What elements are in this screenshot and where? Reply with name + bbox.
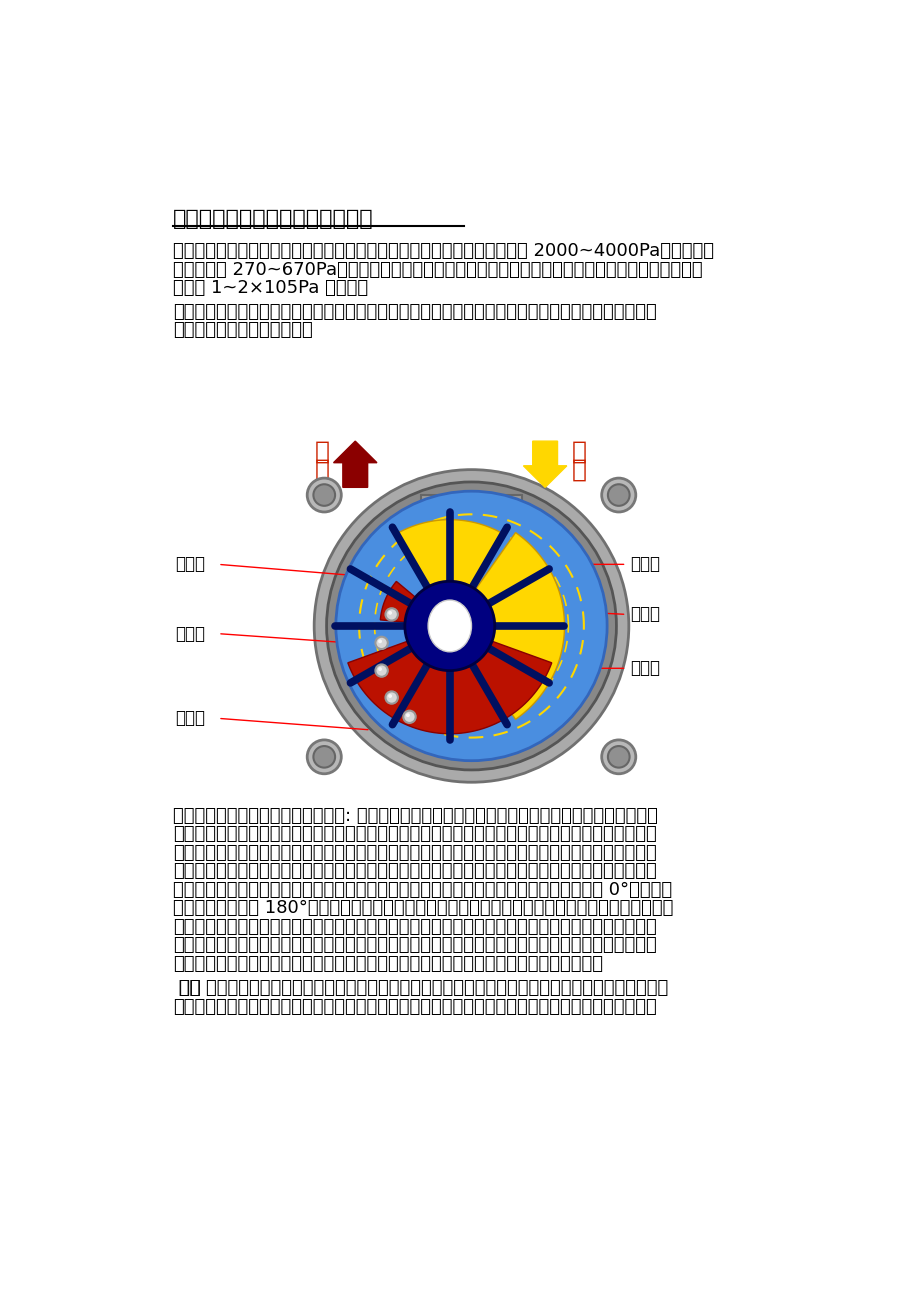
Text: 泵　体: 泵 体 bbox=[176, 710, 205, 728]
Circle shape bbox=[326, 482, 616, 769]
Ellipse shape bbox=[427, 600, 471, 652]
Polygon shape bbox=[380, 582, 424, 624]
Text: 水环真空泵（简称水环泵）是一种粗真空泵，它所能获得的极限真空为 2000~4000Pa，串联大气: 水环真空泵（简称水环泵）是一种粗真空泵，它所能获得的极限真空为 2000~400… bbox=[173, 242, 713, 260]
Text: 优点 结构简单，制造精度要求不高，容易加工。小的结构尺寸，可以获得大的排气量，占地面积也小。: 优点 结构简单，制造精度要求不高，容易加工。小的结构尺寸，可以获得大的排气量，占… bbox=[173, 979, 667, 997]
Circle shape bbox=[335, 491, 607, 760]
Circle shape bbox=[388, 694, 391, 698]
Text: 工作液。当叶轮按图中指示的方向顺时针旋转时，水被叶轮抛向四周，由于离心力的作用，水形成了一: 工作液。当叶轮按图中指示的方向顺时针旋转时，水被叶轮抛向四周，由于离心力的作用，… bbox=[173, 825, 656, 844]
Circle shape bbox=[307, 740, 341, 773]
Text: 一个月牙形空间，而这一空间又被叶轮分成叶片数目相等的若干个小腔。如果以叶轮的上部 0°为起点，: 一个月牙形空间，而这一空间又被叶轮分成叶片数目相等的若干个小腔。如果以叶轮的上部… bbox=[173, 881, 672, 898]
Text: 因此，水环泵应用日益增多。: 因此，水环泵应用日益增多。 bbox=[173, 322, 312, 339]
Circle shape bbox=[405, 713, 410, 717]
Text: 喷射器可达 270~670Pa。水环泵也可用作压缩机，称为水环式压缩机，是属于低压的压缩机，其压力: 喷射器可达 270~670Pa。水环泵也可用作压缩机，称为水环式压缩机，是属于低… bbox=[173, 260, 702, 279]
Text: 内表面刚好与叶片顶端接触（实际上叶片在水环内有一定的插入深度）。此时叶轮轮毂与水环之间形成: 内表面刚好与叶片顶端接触（实际上叶片在水环内有一定的插入深度）。此时叶轮轮毂与水… bbox=[173, 862, 656, 880]
Circle shape bbox=[313, 484, 335, 505]
Text: 气: 气 bbox=[314, 458, 330, 482]
Circle shape bbox=[607, 484, 629, 505]
Text: 排气口: 排气口 bbox=[176, 556, 205, 573]
Circle shape bbox=[607, 746, 629, 768]
Text: 范围为 1~2×105Pa 表压力。: 范围为 1~2×105Pa 表压力。 bbox=[173, 280, 368, 297]
Text: 水　环: 水 环 bbox=[630, 659, 660, 677]
Text: 吸气口: 吸气口 bbox=[630, 556, 660, 573]
Polygon shape bbox=[347, 641, 551, 734]
Circle shape bbox=[601, 478, 635, 512]
Bar bbox=[421, 495, 521, 512]
Circle shape bbox=[378, 639, 381, 643]
Circle shape bbox=[388, 611, 391, 615]
FancyArrow shape bbox=[334, 441, 377, 487]
Text: 泵外。水环泵是靠泵腔容积的变化来实现吸气、压缩和排气的，因此它属于变容式真空泵。: 泵外。水环泵是靠泵腔容积的变化来实现吸气、压缩和排气的，因此它属于变容式真空泵。 bbox=[173, 954, 603, 973]
Text: 气: 气 bbox=[572, 458, 586, 482]
Text: 优点: 优点 bbox=[173, 979, 200, 997]
Circle shape bbox=[313, 470, 629, 783]
Circle shape bbox=[307, 478, 341, 512]
Text: 个决定于泵腔形状的近似于等厚度的封闭圆环。水环的上部分内表面恰好与叶轮轮毂相切，水环的下部: 个决定于泵腔形状的近似于等厚度的封闭圆环。水环的上部分内表面恰好与叶轮轮毂相切，… bbox=[173, 844, 656, 862]
Circle shape bbox=[375, 664, 388, 677]
Text: 压缩气体基本上是等温的，即压缩气体过程温度变化很小。　由于泵腔内没有金属磨擦表面，无须对泵: 压缩气体基本上是等温的，即压缩气体过程温度变化很小。 由于泵腔内没有金属磨擦表面… bbox=[173, 997, 656, 1016]
Circle shape bbox=[378, 667, 381, 671]
Text: 排: 排 bbox=[314, 440, 330, 464]
Circle shape bbox=[601, 740, 635, 773]
Polygon shape bbox=[396, 519, 503, 587]
Text: 吸: 吸 bbox=[572, 440, 586, 464]
FancyArrow shape bbox=[523, 441, 566, 487]
Circle shape bbox=[385, 608, 397, 621]
Text: 那么叶轮在旋转前 180°时小腔的与端面上的吸气口相通，在转动时容积由小变大，压强不断降低，当: 那么叶轮在旋转前 180°时小腔的与端面上的吸气口相通，在转动时容积由小变大，压… bbox=[173, 900, 673, 918]
Text: 橡胶球: 橡胶球 bbox=[176, 625, 205, 643]
Text: 叶　轮: 叶 轮 bbox=[630, 605, 660, 624]
Circle shape bbox=[385, 691, 397, 703]
Circle shape bbox=[375, 637, 388, 648]
Circle shape bbox=[404, 581, 494, 671]
Text: 水环式真空泵工作原理如原理图: 叶轮偏心地安装在泵体内，起动时向泵内注入一定高度的水作为: 水环式真空泵工作原理如原理图: 叶轮偏心地安装在泵体内，起动时向泵内注入一定高度… bbox=[173, 807, 657, 825]
Circle shape bbox=[403, 711, 415, 723]
Text: 由于水环泵中气体压缩是等温的，故可抽除易燃、易爆的气体，此外还可抽除含尘、含水的气体，: 由于水环泵中气体压缩是等温的，故可抽除易燃、易爆的气体，此外还可抽除含尘、含水的… bbox=[173, 302, 656, 320]
Text: 时，腔与排气口相通，腔体由大变小，使气体不断被压缩，当气体的压强大于排气压强时，气体被排出: 时，腔与排气口相通，腔体由大变小，使气体不断被压缩，当气体的压强大于排气压强时，… bbox=[173, 936, 656, 954]
Text: 水环式真空泵工作原理，结构特点: 水环式真空泵工作原理，结构特点 bbox=[173, 208, 373, 229]
Text: 低于被抽容器的压强时，被抽气体不断被抽进来，当吸气终了时腔体则与吸气口隔绝；当叶轮继续旋转: 低于被抽容器的压强时，被抽气体不断被抽进来，当吸气终了时腔体则与吸气口隔绝；当叶… bbox=[173, 918, 656, 936]
Circle shape bbox=[313, 746, 335, 768]
Polygon shape bbox=[475, 533, 564, 719]
